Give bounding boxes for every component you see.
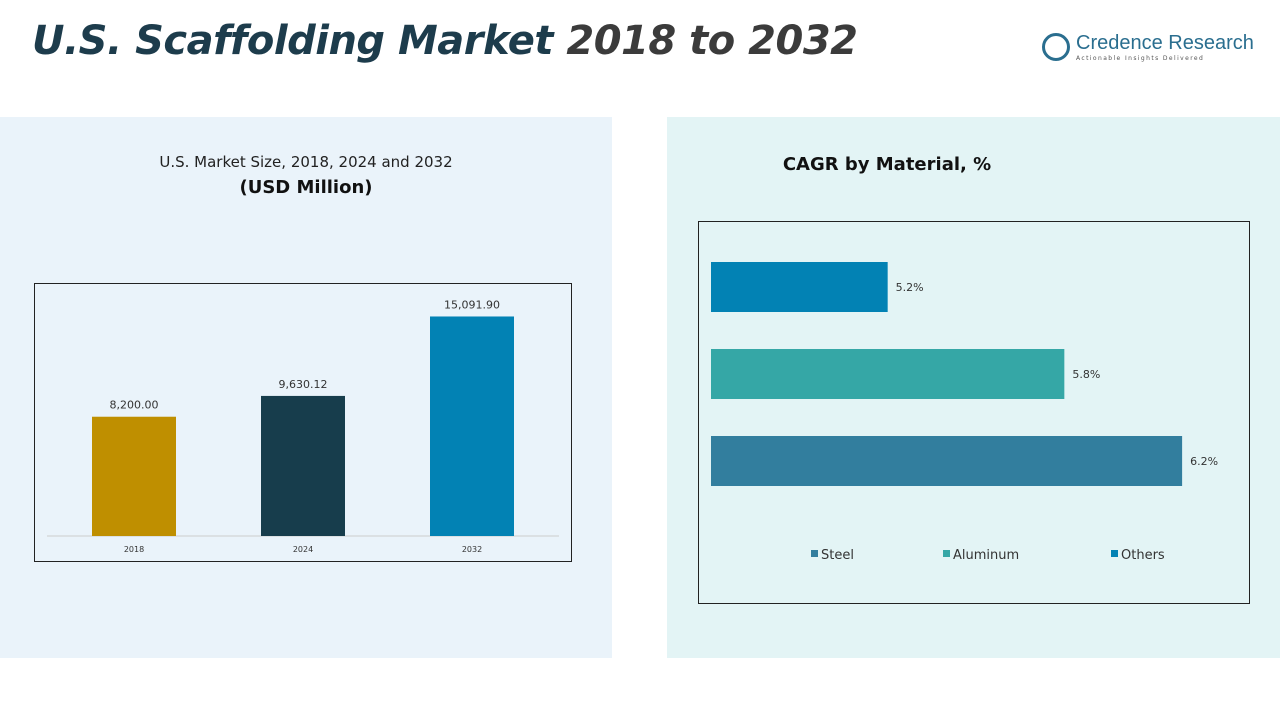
data-label: 5.8% xyxy=(1072,368,1100,381)
data-label: 5.2% xyxy=(896,281,924,294)
legend-label: Steel xyxy=(821,548,854,563)
x-tick-label: 2032 xyxy=(462,545,482,554)
bar-2024 xyxy=(261,395,345,536)
data-label: 6.2% xyxy=(1190,455,1218,468)
legend-swatch xyxy=(811,550,818,557)
data-label: 15,091.90 xyxy=(444,298,500,311)
logo: Credence Research Actionable Insights De… xyxy=(1042,32,1254,62)
bar-Aluminum xyxy=(711,349,1065,399)
data-label: 8,200.00 xyxy=(110,399,159,412)
legend-swatch xyxy=(943,550,950,557)
legend-swatch xyxy=(1111,550,1118,557)
bar-2032 xyxy=(430,316,514,536)
bar-2018 xyxy=(92,416,176,536)
data-label: 9,630.12 xyxy=(279,378,328,391)
x-tick-label: 2024 xyxy=(293,545,313,554)
logo-tagline: Actionable Insights Delivered xyxy=(1076,55,1205,62)
bar-Steel xyxy=(711,436,1183,486)
logo-icon xyxy=(1042,33,1070,61)
page-title: U.S. Scaffolding Market 2018 to 2032 xyxy=(32,18,858,64)
legend-label: Others xyxy=(1121,548,1165,563)
x-tick-label: 2018 xyxy=(124,545,144,554)
legend-label: Aluminum xyxy=(953,548,1019,563)
cagr-chart: 5.2% 5.8% 6.2% Steel Aluminum Others xyxy=(698,221,1250,604)
market-chart: 8,200.00 2018 9,630.12 2024 15,091.90 2032 xyxy=(34,283,572,562)
market-chart-title: U.S. Market Size, 2018, 2024 and 2032 xyxy=(159,153,453,171)
bar-Others xyxy=(711,262,888,312)
market-chart-subtitle: (USD Million) xyxy=(239,177,373,198)
logo-name: Credence Research xyxy=(1076,32,1254,54)
cagr-chart-title: CAGR by Material, % xyxy=(782,154,992,175)
